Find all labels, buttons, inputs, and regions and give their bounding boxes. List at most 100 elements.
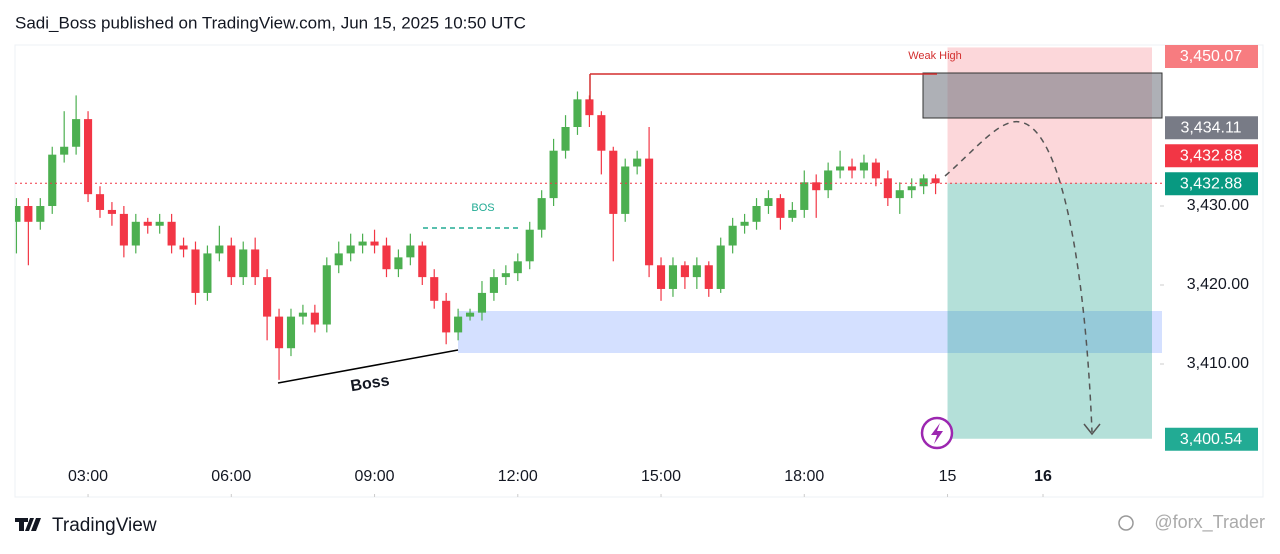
- candle-body: [107, 209, 116, 214]
- candle-body: [418, 245, 427, 278]
- candles: [15, 91, 940, 380]
- candle-body: [883, 178, 892, 199]
- candle-body: [155, 221, 164, 226]
- x-tick-label: 18:00: [784, 468, 824, 485]
- price-label-box: [1165, 427, 1258, 451]
- candle-body: [871, 162, 880, 179]
- candle-body: [609, 150, 618, 214]
- candle-body: [597, 115, 606, 151]
- candle-body: [537, 198, 546, 230]
- candle-body: [215, 245, 224, 254]
- footer: TradingView @forx_Trader: [15, 512, 1265, 536]
- candle-body: [656, 265, 666, 289]
- candle-body: [836, 166, 845, 171]
- annotation: Weak High: [908, 50, 962, 62]
- candle-body: [847, 166, 857, 171]
- candle-body: [752, 206, 761, 222]
- x-tick-label: 15: [939, 468, 957, 485]
- order-block: [922, 72, 1163, 119]
- x-tick-label: 06:00: [211, 468, 251, 485]
- candle-body: [358, 241, 367, 246]
- price-label: 3,450.07: [1180, 48, 1242, 65]
- candle-body: [561, 127, 570, 151]
- candle-body: [119, 213, 128, 246]
- x-tick-label: 03:00: [68, 468, 108, 485]
- candle-body: [72, 119, 81, 147]
- candle-body: [310, 312, 319, 325]
- candle-body: [95, 194, 105, 210]
- candle-body: [489, 277, 498, 293]
- candle-body: [728, 225, 737, 246]
- annotation: BOS: [471, 202, 494, 214]
- watermark: @forx_Trader: [1154, 512, 1265, 533]
- watermark-icon: [1118, 515, 1134, 531]
- price-label: 3,432.88: [1180, 147, 1242, 164]
- candle-body: [931, 178, 940, 184]
- candle-body: [645, 158, 654, 266]
- candle-body: [740, 221, 749, 226]
- candle-body: [131, 221, 140, 246]
- candle-body: [513, 261, 522, 274]
- candle-body: [286, 316, 296, 349]
- candle-body: [274, 316, 284, 349]
- price-label-box: [1165, 144, 1258, 168]
- candle-body: [430, 277, 439, 301]
- candle-body: [621, 166, 630, 214]
- candle-body: [788, 209, 797, 218]
- candle-body: [573, 99, 582, 128]
- candle-body: [812, 182, 821, 191]
- candle-body: [859, 162, 869, 171]
- candle-body: [465, 312, 475, 317]
- candle-body: [15, 206, 21, 222]
- boss-line: [277, 349, 459, 384]
- candle-body: [477, 292, 487, 313]
- y-tick-label: 3,410.00: [1187, 355, 1249, 372]
- annotation: Boss: [349, 372, 390, 395]
- candle-body: [227, 245, 236, 278]
- candle-body: [525, 229, 534, 262]
- brand-logo: [15, 518, 41, 531]
- x-tick-label: 15:00: [641, 468, 681, 485]
- candle-body: [203, 253, 212, 293]
- candle-body: [716, 245, 725, 289]
- candle-body: [263, 277, 272, 317]
- x-tick-label: 16: [1034, 468, 1052, 485]
- candle-body: [322, 265, 331, 325]
- candle-body: [501, 273, 510, 278]
- y-tick-label: 3,420.00: [1187, 276, 1249, 293]
- candle-body: [585, 99, 594, 116]
- candle-body: [179, 245, 188, 250]
- candle-body: [48, 154, 57, 207]
- candle-body: [36, 206, 45, 222]
- candle-body: [370, 241, 379, 246]
- bolt: [931, 423, 943, 444]
- candle-body: [83, 119, 93, 195]
- plot-frame: [14, 44, 1264, 498]
- price-label-box: [1165, 116, 1258, 140]
- candle-body: [167, 221, 176, 246]
- candle-body: [907, 186, 916, 191]
- candle-body: [394, 257, 403, 270]
- candle-body: [919, 178, 928, 187]
- header: Sadi_Boss published on TradingView.com, …: [15, 13, 526, 32]
- x-tick-label: 12:00: [498, 468, 538, 485]
- drawings: Weak High BOS Boss: [277, 50, 1163, 450]
- candle-body: [895, 190, 904, 199]
- candle-body: [704, 265, 713, 289]
- candle-body: [668, 265, 678, 289]
- candle-body: [633, 158, 642, 167]
- price-label-box: [1165, 45, 1258, 68]
- axes: 3,430.00 3,420.00 3,410.00 03:00 06:00 09:00 1…: [15, 45, 1258, 497]
- candle-body: [143, 221, 152, 226]
- candle-body: [680, 265, 689, 278]
- candle-body: [800, 182, 809, 210]
- candle-body: [334, 253, 343, 266]
- candle-body: [776, 198, 785, 218]
- candle-body: [442, 300, 451, 333]
- x-tick-label: 09:00: [355, 468, 395, 485]
- candle-body: [251, 249, 260, 278]
- candle-body: [24, 206, 33, 222]
- brand: TradingView: [52, 515, 157, 536]
- candle-body: [824, 170, 833, 191]
